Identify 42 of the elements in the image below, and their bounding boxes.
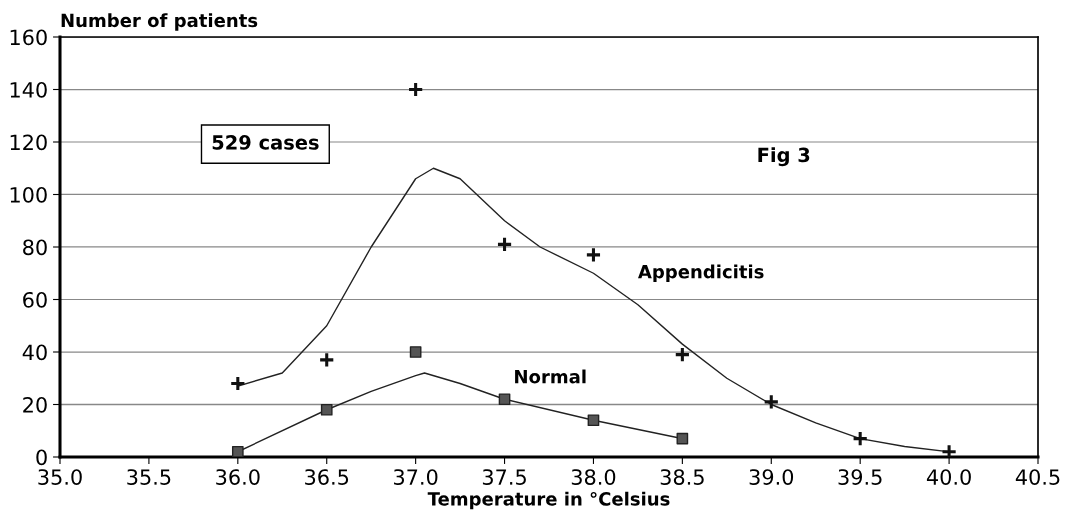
- annotation: 529 cases: [212, 135, 319, 150]
- point: [407, 81, 424, 98]
- x-tick-label: 40.0: [926, 469, 971, 485]
- y-axis-title: Number of patients: [61, 13, 258, 31]
- x-tick-label: 38.0: [571, 469, 616, 485]
- point: [763, 393, 780, 410]
- point: [852, 430, 869, 447]
- y-tick-label: 100: [10, 186, 47, 203]
- x-tick-label: 38.5: [660, 469, 704, 485]
- point: [940, 443, 958, 457]
- point: [409, 346, 422, 358]
- x-tick-label: 37.0: [394, 469, 438, 485]
- x-tick-label: 39.5: [838, 469, 882, 485]
- series-label: Normal: [515, 369, 586, 384]
- point: [231, 445, 244, 457]
- x-tick-label: 36.0: [216, 469, 260, 485]
- y-tick-label: 0: [36, 449, 47, 466]
- point: [318, 351, 335, 368]
- x-axis-title: Temperature in °Celsius: [427, 491, 670, 510]
- x-tick-label: 39.0: [749, 469, 794, 485]
- x-tick-label: 37.5: [482, 469, 526, 485]
- point: [585, 246, 602, 263]
- y-tick-label: 20: [23, 396, 47, 413]
- point: [496, 236, 513, 253]
- x-tick-label: 35.5: [127, 469, 171, 485]
- x-tick-label: 36.5: [305, 469, 349, 485]
- point: [229, 375, 246, 392]
- point: [320, 403, 333, 416]
- y-tick-label: 120: [10, 134, 47, 151]
- y-tick-label: 40: [22, 344, 47, 361]
- y-tick-label: 80: [23, 239, 47, 256]
- point: [498, 393, 511, 406]
- point: [674, 346, 691, 363]
- text: Appendicitis: [638, 264, 764, 282]
- point: [587, 414, 600, 427]
- y-tick-label: 140: [10, 81, 47, 98]
- x-tick-label: 35.0: [38, 469, 82, 485]
- point: [676, 432, 689, 445]
- x-tick-label: 40.5: [1015, 469, 1060, 485]
- annotation: Fig 3: [758, 147, 810, 167]
- y-tick-label: 60: [23, 291, 47, 308]
- y-tick-label: 160: [10, 29, 47, 46]
